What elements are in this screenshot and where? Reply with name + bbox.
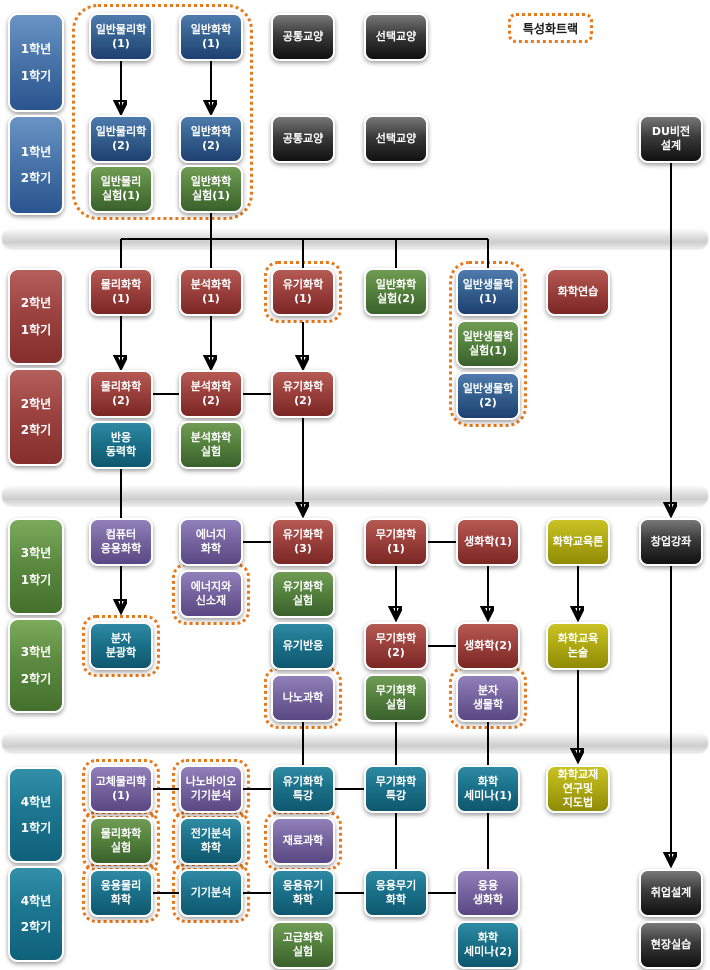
- course-chemistry-education-essay: 화학교육 논술: [546, 622, 610, 670]
- course-biochemistry-1: 생화학(1): [456, 518, 520, 566]
- course-general-chemistry-lab-1: 일반화학 실험(1): [179, 165, 243, 213]
- course-electroanalytical-chemistry: 전기분석 화학: [179, 817, 243, 865]
- course-reaction-dynamics: 반응 동력학: [89, 421, 153, 469]
- track-group-year1-core: [72, 4, 253, 220]
- label-year4-sem2: 4학년 2학기: [8, 866, 64, 962]
- course-common-liberal-arts-1: 공통교양: [271, 13, 335, 61]
- course-general-chemistry-1: 일반화학 (1): [179, 13, 243, 61]
- course-applied-physical-chemistry: 응용물리 화학: [89, 869, 153, 917]
- course-molecular-biology: 분자 생물학: [456, 674, 520, 722]
- course-general-chemistry-2: 일반화학 (2): [179, 115, 243, 163]
- course-nanoscience: 나노과학: [271, 674, 335, 722]
- course-applied-organic-chemistry: 응용유기 화학: [271, 869, 335, 917]
- course-energy-and-new-materials: 에너지와 신소재: [179, 570, 243, 618]
- course-instrumental-analysis: 기기분석: [179, 869, 243, 917]
- year-divider-band-2: [2, 486, 708, 505]
- label-year2-sem1: 2학년 1학기: [8, 268, 64, 365]
- course-molecular-spectroscopy: 분자 분광학: [89, 622, 153, 670]
- track-group-molecular-spectroscopy: [82, 615, 160, 677]
- course-chemistry-practice: 화학연습: [546, 268, 610, 316]
- course-energy-chemistry: 에너지 화학: [179, 518, 243, 566]
- course-computer-applied-chemistry: 컴퓨터 응용화학: [89, 518, 153, 566]
- course-organic-reactions: 유기반응: [271, 622, 335, 670]
- course-inorganic-chemistry-2: 무기화학 (2): [364, 622, 428, 670]
- course-elective-liberal-arts-2: 선택교양: [364, 115, 428, 163]
- course-solid-state-physics-1: 고체물리학 (1): [89, 765, 153, 813]
- course-physical-chemistry-2: 물리화학 (2): [89, 370, 153, 418]
- course-general-chemistry-lab-2: 일반화학 실험(2): [364, 268, 428, 316]
- course-general-biology-2: 일반생물학 (2): [456, 372, 520, 420]
- course-organic-chemistry-1: 유기화학 (1): [271, 268, 335, 316]
- course-inorganic-chemistry-special: 무기화학 특강: [364, 765, 428, 813]
- course-general-physics-1: 일반물리학 (1): [89, 13, 153, 61]
- course-general-physics-lab-1: 일반물리 실험(1): [89, 165, 153, 213]
- course-field-practice: 현장실습: [639, 921, 703, 969]
- label-year2-sem2: 2학년 2학기: [8, 368, 64, 466]
- course-advanced-chemistry-lab: 고급화학 실험: [271, 921, 335, 969]
- specialization-track-legend: 특성화트랙: [508, 13, 593, 43]
- course-analytical-chemistry-2: 분석화학 (2): [179, 370, 243, 418]
- course-common-liberal-arts-2: 공통교양: [271, 115, 335, 163]
- course-career-design: 취업설계: [639, 869, 703, 917]
- course-startup-lecture: 창업강좌: [639, 518, 703, 566]
- course-inorganic-chemistry-1: 무기화학 (1): [364, 518, 428, 566]
- course-physical-chemistry-lab: 물리화학 실험: [89, 817, 153, 865]
- course-analytical-chemistry-lab: 분석화학 실험: [179, 421, 243, 469]
- label-year3-sem2: 3학년 2학기: [8, 618, 64, 713]
- course-chemistry-seminar-2: 화학 세미나(2): [456, 921, 520, 969]
- course-physical-chemistry-1: 물리화학 (1): [89, 268, 153, 316]
- label-year4-sem1: 4학년 1학기: [8, 767, 64, 863]
- course-general-physics-2: 일반물리학 (2): [89, 115, 153, 163]
- label-year3-sem1: 3학년 1학기: [8, 518, 64, 615]
- course-applied-biochemistry: 응용 생화학: [456, 869, 520, 917]
- course-chemistry-teaching-materials: 화학교재 연구및 지도법: [546, 765, 610, 813]
- course-organic-chemistry-lab: 유기화학 실험: [271, 570, 335, 618]
- course-analytical-chemistry-1: 분석화학 (1): [179, 268, 243, 316]
- label-year1-sem2: 1학년 2학기: [8, 115, 64, 215]
- course-nanobio-instrumental-analysis: 나노바이오 기기분석: [179, 765, 243, 813]
- course-inorganic-chemistry-lab: 무기화학 실험: [364, 674, 428, 722]
- course-applied-inorganic-chemistry: 응용무기 화학: [364, 869, 428, 917]
- course-organic-chemistry-2: 유기화학 (2): [271, 370, 335, 418]
- label-year1-sem1: 1학년 1학기: [8, 13, 64, 112]
- course-chemistry-education-theory: 화학교육론: [546, 518, 610, 566]
- course-organic-chemistry-special: 유기화학 특강: [271, 765, 335, 813]
- year-divider-band-3: [2, 733, 708, 752]
- course-general-biology-lab-1: 일반생물학 실험(1): [456, 320, 520, 368]
- course-elective-liberal-arts-1: 선택교양: [364, 13, 428, 61]
- course-organic-chemistry-3: 유기화학 (3): [271, 518, 335, 566]
- course-materials-science: 재료과학: [271, 817, 335, 865]
- course-chemistry-seminar-1: 화학 세미나(1): [456, 765, 520, 813]
- course-general-biology-1: 일반생물학 (1): [456, 268, 520, 316]
- course-biochemistry-2: 생화학(2): [456, 622, 520, 670]
- course-du-vision-design: DU비전 설계: [639, 115, 703, 163]
